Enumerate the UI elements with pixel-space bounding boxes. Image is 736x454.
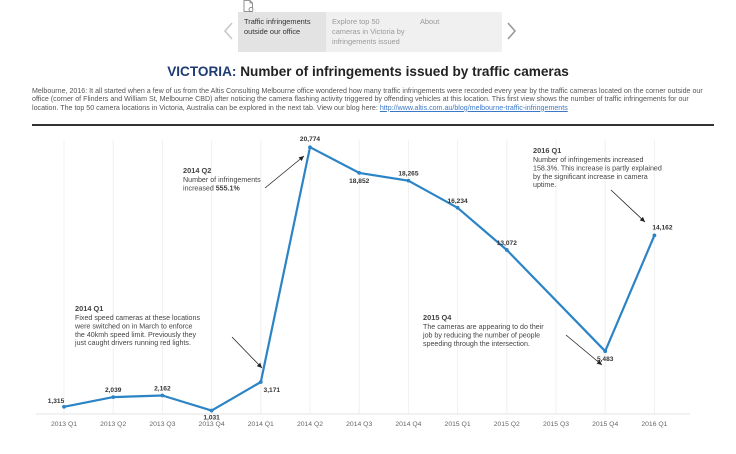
annotation-line: Fixed speed cameras at these locations	[75, 314, 200, 322]
data-point	[111, 395, 116, 400]
story-tab-label-line: About	[420, 17, 440, 26]
annotation-line: The cameras are appearing to do their	[423, 323, 544, 331]
annotation-line: Number of infringements increased	[533, 156, 643, 164]
annotation-arrowhead	[298, 156, 304, 162]
x-tick-label: 2013 Q1	[51, 421, 77, 428]
gridlines	[63, 140, 655, 414]
annotation-arrow	[264, 155, 305, 189]
annotation-title: 2014 Q1	[75, 304, 103, 313]
annotation-arrow	[565, 334, 603, 366]
data-label: 5,483	[597, 356, 614, 363]
annotation-title: 2015 Q4	[423, 313, 452, 322]
data-label: 20,774	[300, 136, 321, 143]
document-icon	[243, 0, 254, 12]
previous-story-point-button[interactable]	[222, 20, 236, 42]
annotation-line: speeding through the intersection.	[423, 340, 530, 348]
x-tick-label: 2015 Q3	[543, 421, 569, 428]
header-divider	[32, 124, 714, 126]
x-tick-label: 2016 Q1	[641, 421, 667, 428]
x-tick-label: 2014 Q4	[395, 421, 421, 428]
x-tick-label: 2013 Q3	[149, 421, 175, 428]
annotation-line: the 40kmh speed limit. Previously they	[75, 331, 196, 339]
story-tab-label-line: outside our office	[244, 27, 301, 36]
annotation-arrow	[610, 189, 646, 223]
story-tabs: Traffic infringements outside our office E…	[238, 12, 502, 52]
x-tick-label: 2014 Q1	[248, 421, 274, 428]
data-label: 2,039	[105, 387, 122, 394]
data-point	[455, 205, 460, 210]
x-tick-label: 2014 Q3	[346, 421, 372, 428]
data-point	[258, 380, 263, 384]
data-point	[308, 145, 312, 150]
data-point	[160, 393, 165, 398]
story-tab-label-line: infringements issued	[332, 37, 400, 46]
annotation-line: 158.3%. This increase is partly explaine…	[533, 164, 662, 172]
dashboard-title: VICTORIA: Number of infringements issued…	[0, 64, 736, 79]
data-point	[357, 170, 362, 175]
series-line-infringements	[63, 146, 656, 412]
data-point	[209, 408, 214, 413]
annotation-line: were switched on in March to enforce	[74, 322, 193, 330]
annotation-title: 2016 Q1	[533, 146, 561, 155]
data-label: 1,315	[48, 398, 65, 405]
next-story-point-button[interactable]	[504, 20, 518, 42]
x-tick-label: 2015 Q4	[592, 421, 618, 428]
blog-link[interactable]: http://www.altis.com.au/blog/melbourne-t…	[379, 103, 568, 112]
data-point	[652, 233, 657, 238]
story-navigator: Traffic infringements outside our office E…	[222, 0, 518, 54]
intro-paragraph: Melbourne, 2016: It all started when a f…	[32, 87, 714, 117]
intro-text: Melbourne, 2016: It all started when a f…	[32, 87, 703, 112]
annotation-line: uptime.	[533, 181, 556, 189]
title-accent: VICTORIA:	[167, 64, 237, 79]
data-point	[504, 248, 509, 252]
data-label: 16,234	[448, 198, 469, 205]
annotation-line: increased 555.1%	[183, 184, 240, 192]
story-tab-2[interactable]: Explore top 50 cameras in Victoria by infr…	[326, 12, 414, 52]
data-label: 1,031	[203, 415, 220, 422]
story-tab-label-line: Explore top 50	[332, 17, 380, 26]
annotation-line: Number of infringements	[183, 176, 261, 184]
story-tab-label-line: cameras in Victoria by	[332, 27, 405, 36]
data-point	[603, 349, 608, 354]
x-tick-label: 2013 Q4	[199, 421, 225, 428]
data-label: 18,852	[349, 178, 370, 185]
title-text: Number of infringements issued by traffi…	[240, 64, 569, 79]
story-tab-label-line: Traffic infringements	[244, 17, 311, 26]
data-label: 18,265	[398, 171, 419, 178]
data-point	[62, 404, 66, 409]
data-label: 13,072	[497, 240, 518, 247]
data-label: 2,162	[154, 385, 171, 392]
annotation-arrowhead	[639, 216, 645, 222]
annotation-arrowhead	[596, 359, 602, 365]
x-tick-label: 2015 Q2	[494, 421, 520, 428]
x-tick-label: 2015 Q1	[445, 421, 471, 428]
annotation-arrowhead	[256, 362, 262, 368]
annotation-title: 2014 Q2	[183, 166, 211, 175]
annotation-highlight: 555.1%	[216, 184, 241, 192]
x-tick-label: 2013 Q2	[100, 421, 126, 428]
data-point	[406, 178, 411, 183]
data-label: 3,171	[264, 387, 281, 394]
story-tab-3[interactable]: About	[414, 12, 502, 52]
annotation-arrow	[231, 336, 263, 369]
story-tab-1[interactable]: Traffic infringements outside our office	[238, 12, 326, 52]
annotation-line: by the significant increase in camera	[533, 173, 648, 181]
annotation-line: just caught drivers running red lights.	[74, 339, 191, 347]
annotation-line: job by reducing the number of people	[422, 331, 540, 339]
x-tick-label: 2014 Q2	[297, 421, 323, 428]
data-label: 14,162	[652, 224, 673, 231]
